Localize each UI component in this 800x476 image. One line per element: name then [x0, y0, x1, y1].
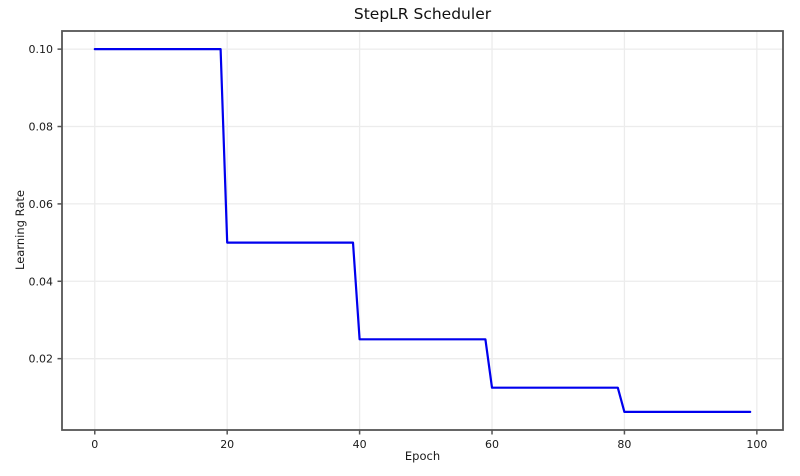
- learning-rate-step-curve: [93, 47, 752, 413]
- axes-frame: [61, 30, 784, 431]
- y-tick-label: 0.08: [29, 121, 54, 134]
- y-tick-label: 0.04: [29, 275, 54, 288]
- y-tick-label: 0.02: [29, 353, 54, 366]
- plot-background: [62, 31, 783, 430]
- x-tick-label: 80: [617, 438, 631, 451]
- y-tick-label: 0.06: [29, 198, 54, 211]
- y-tick-label: 0.10: [29, 43, 54, 56]
- chart-title: StepLR Scheduler: [353, 5, 492, 23]
- x-tick-label: 20: [220, 438, 234, 451]
- x-tick-label: 40: [353, 438, 367, 451]
- x-axis-label: Epoch: [404, 449, 441, 463]
- x-tick-label: 0: [91, 438, 98, 451]
- x-tick-label: 100: [746, 438, 767, 451]
- x-tick-label: 60: [485, 438, 499, 451]
